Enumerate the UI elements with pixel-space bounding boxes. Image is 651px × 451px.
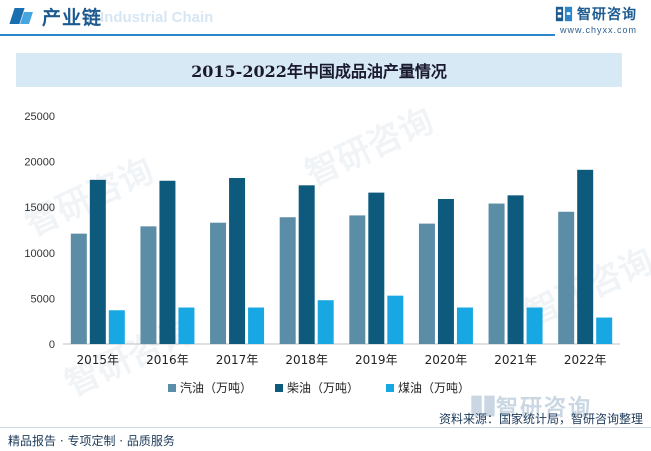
legend-label: 煤油（万吨） xyxy=(398,381,470,395)
bottom-brand: 智研咨询 xyxy=(470,390,592,422)
bar xyxy=(558,211,575,344)
header-marker-icon xyxy=(9,8,34,24)
bar xyxy=(279,217,296,344)
legend-swatch xyxy=(275,384,283,392)
bar xyxy=(140,226,157,344)
x-tick-label: 2015年 xyxy=(77,353,120,367)
legend-swatch xyxy=(386,384,394,392)
x-tick-label: 2016年 xyxy=(146,353,189,367)
bar xyxy=(248,307,265,344)
bar xyxy=(507,195,524,344)
bar xyxy=(456,307,473,344)
y-tick-label: 20000 xyxy=(24,157,55,169)
bar xyxy=(349,215,366,344)
x-tick-label: 2022年 xyxy=(564,353,607,367)
bar xyxy=(298,185,315,344)
bar xyxy=(418,223,435,344)
x-tick-label: 2019年 xyxy=(355,353,398,367)
chart-title: 2015-2022年中国成品油产量情况 xyxy=(191,62,447,81)
bottom-brand-logo-icon xyxy=(471,395,495,417)
header-subtitle: Industrial Chain xyxy=(100,9,214,26)
y-tick-label: 25000 xyxy=(24,111,55,123)
bottom-brand-name: 智研咨询 xyxy=(496,396,593,421)
y-tick-label: 15000 xyxy=(24,202,55,214)
header-rule xyxy=(0,34,555,36)
x-tick-label: 2020年 xyxy=(425,353,468,367)
x-tick-label: 2017年 xyxy=(216,353,259,367)
y-tick-label: 0 xyxy=(49,339,55,351)
bar xyxy=(387,295,404,344)
bar xyxy=(577,169,594,344)
bar xyxy=(70,233,87,344)
x-tick-label: 2021年 xyxy=(494,353,537,367)
legend-label: 汽油（万吨） xyxy=(180,380,252,395)
footer: 精品报告 · 专项定制 · 品质服务 资料来源：国家统计局，智研咨询整理 xyxy=(0,412,651,451)
legend-swatch xyxy=(168,384,176,392)
brand: 智研咨询 www.chyxx.com xyxy=(555,4,637,35)
y-tick-label: 10000 xyxy=(24,248,55,260)
bar xyxy=(437,198,454,344)
bar xyxy=(210,222,227,344)
bar xyxy=(229,178,246,344)
footer-tagline: 精品报告 · 专项定制 · 品质服务 xyxy=(8,434,175,448)
bar xyxy=(488,203,505,344)
source-note: 资料来源：国家统计局，智研咨询整理 xyxy=(438,412,643,426)
bar xyxy=(89,179,106,344)
bar xyxy=(159,180,176,344)
brand-name: 智研咨询 xyxy=(577,7,637,23)
x-tick-label: 2018年 xyxy=(285,353,328,367)
brand-url: www.chyxx.com xyxy=(559,25,637,35)
bar xyxy=(108,310,125,344)
y-tick-label: 5000 xyxy=(31,293,55,305)
bar xyxy=(317,300,334,344)
header-title: 产业链 xyxy=(42,7,103,29)
brand-logo-icon xyxy=(555,6,573,22)
legend-label: 柴油（万吨） xyxy=(287,381,359,395)
header: Industrial Chain 产业链 智研咨询 www.chyxx.com xyxy=(0,0,651,36)
chart-title-bar: 2015-2022年中国成品油产量情况 xyxy=(16,53,622,87)
bar xyxy=(596,317,613,344)
bar-chart: 0 5000 10000 15000 20000 25000 2015年 2016年 2017年… xyxy=(24,111,620,395)
bar xyxy=(178,307,195,344)
bar xyxy=(368,192,385,344)
bar xyxy=(526,307,543,344)
